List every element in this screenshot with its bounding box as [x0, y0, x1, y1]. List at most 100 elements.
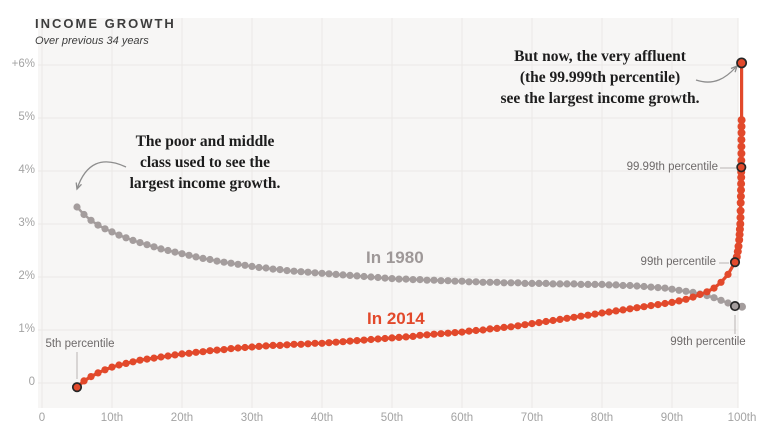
data-dot-2014 [703, 288, 711, 296]
x-tick-label: 100th [727, 412, 757, 424]
callout-99th-percentile-2014: 99th percentile [640, 256, 716, 268]
data-dot-2014 [451, 329, 459, 337]
data-dot-1980 [528, 279, 536, 287]
data-dot-2014 [689, 293, 697, 301]
data-dot-2014 [220, 346, 228, 354]
highlight-dot [729, 301, 741, 312]
data-dot-1980 [577, 280, 585, 288]
data-dot-2014 [528, 320, 536, 328]
data-dot-2014 [605, 308, 613, 316]
data-dot-1980 [563, 280, 571, 288]
data-dot-1980 [514, 279, 522, 287]
y-tick-label: 4% [18, 164, 35, 176]
data-dot-2014 [80, 377, 88, 385]
data-dot-1980 [416, 276, 424, 284]
data-dot-2014 [472, 326, 480, 335]
y-tick-label: +6% [11, 58, 35, 70]
data-dot-1980 [136, 239, 144, 247]
data-dot-2014 [542, 317, 550, 326]
data-dot-1980 [584, 280, 592, 288]
data-dot-1980 [738, 302, 746, 311]
data-dot-1980 [486, 278, 494, 286]
data-dot-2014 [346, 337, 354, 345]
data-dot-1980 [150, 243, 158, 251]
data-dot-1980 [619, 281, 627, 290]
callout-99th-percentile-1980: 99th percentile [670, 336, 746, 348]
data-dot-1980 [626, 281, 634, 290]
data-dot-2014 [213, 346, 221, 354]
data-dot-1980 [234, 260, 242, 268]
data-dot-1980 [430, 276, 438, 284]
data-dot-2014 [563, 314, 571, 322]
y-tick-label: 1% [18, 323, 35, 335]
x-tick-label: 90th [660, 412, 684, 424]
data-dot-2014 [521, 321, 529, 329]
data-dot-2014 [206, 347, 214, 355]
data-dot-1980 [549, 280, 557, 288]
data-dot-2014 [736, 198, 745, 207]
data-dot-2014 [143, 355, 151, 363]
data-dot-2014 [185, 349, 193, 357]
data-dot-1980 [605, 281, 613, 289]
data-dot-1980 [346, 271, 354, 279]
data-dot-1980 [472, 278, 480, 286]
data-dot-1980 [297, 268, 305, 276]
data-dot-1980 [682, 287, 690, 295]
arrow-right-head [730, 64, 739, 73]
data-dot-2014 [227, 345, 235, 353]
y-tick-label: 0 [28, 376, 35, 388]
data-dot-2014 [737, 122, 746, 131]
data-dot-2014 [87, 373, 95, 381]
data-dot-1980 [227, 259, 235, 267]
data-dot-2014 [549, 316, 557, 325]
data-dot-1980 [220, 258, 228, 266]
data-dot-1980 [612, 281, 620, 289]
data-dot-1980 [633, 282, 641, 290]
data-dot-1980 [248, 262, 256, 270]
data-dot-2014 [661, 299, 669, 308]
page-subtitle: Over previous 34 years [35, 35, 149, 47]
data-dot-2014 [353, 337, 361, 345]
data-dot-1980 [542, 279, 550, 287]
data-dot-2014 [311, 339, 319, 347]
data-dot-1980 [381, 274, 389, 282]
data-dot-2014 [736, 213, 745, 222]
data-dot-2014 [507, 323, 515, 331]
data-dot-1980 [402, 275, 410, 283]
arrow-left-curve [76, 161, 127, 190]
data-dot-1980 [185, 251, 193, 259]
x-tick-label: 40th [310, 412, 334, 424]
data-dot-2014 [171, 351, 179, 359]
data-dot-2014 [367, 335, 375, 344]
x-tick-label: 10th [100, 412, 124, 424]
data-dot-2014 [402, 333, 410, 341]
data-dot-1980 [556, 280, 564, 288]
data-dot-1980 [591, 280, 599, 288]
series-line-2014 [75, 62, 744, 389]
data-dot-1980 [451, 277, 459, 285]
data-dot-1980 [353, 272, 361, 280]
series-label-2014: In 2014 [367, 309, 425, 328]
data-dot-2014 [737, 116, 746, 125]
plot-area-background [38, 18, 738, 408]
data-dot-1980 [465, 278, 473, 286]
data-dot-1980 [521, 279, 529, 287]
data-dot-1980 [276, 266, 284, 274]
data-dot-1980 [598, 280, 606, 288]
data-dot-2014 [619, 306, 627, 314]
data-dot-2014 [304, 340, 312, 348]
data-dot-2014 [696, 290, 704, 299]
data-dot-1980 [458, 277, 466, 285]
data-dot-1980 [360, 272, 368, 281]
data-dot-2014 [493, 324, 501, 332]
data-dot-2014 [430, 330, 438, 338]
data-dot-2014 [737, 128, 746, 137]
data-dot-1980 [710, 294, 718, 302]
y-tick-label: 5% [18, 111, 35, 123]
data-dot-2014 [108, 363, 116, 371]
data-dot-2014 [297, 340, 305, 348]
data-dot-2014 [374, 335, 382, 343]
data-dot-1980 [122, 234, 130, 242]
data-dot-2014 [150, 354, 158, 362]
data-dot-2014 [737, 156, 746, 165]
